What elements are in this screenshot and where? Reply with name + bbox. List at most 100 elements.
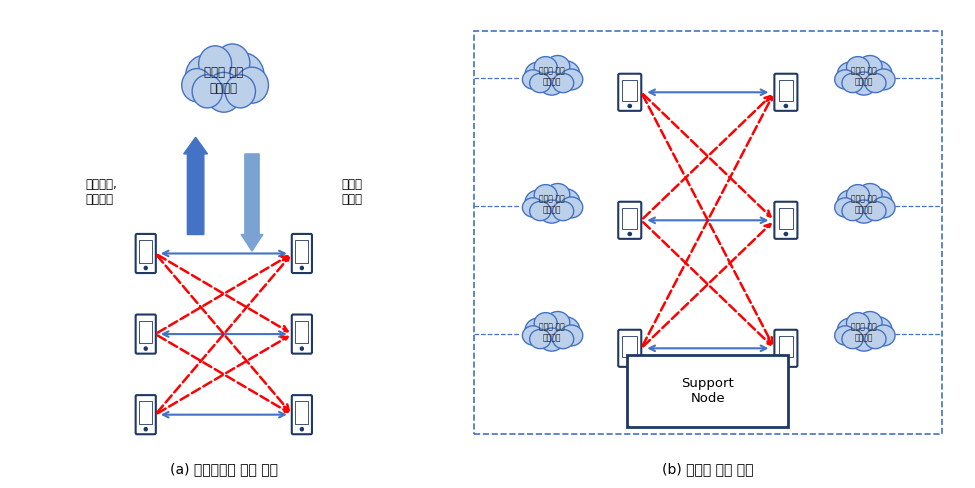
Circle shape: [560, 69, 583, 90]
Circle shape: [847, 63, 880, 93]
Circle shape: [847, 191, 880, 221]
FancyBboxPatch shape: [618, 202, 642, 239]
Circle shape: [842, 202, 863, 221]
Circle shape: [546, 56, 569, 78]
Circle shape: [628, 361, 632, 364]
Circle shape: [865, 202, 886, 221]
FancyBboxPatch shape: [774, 202, 798, 239]
FancyBboxPatch shape: [295, 321, 308, 343]
Circle shape: [863, 317, 892, 343]
Text: 딥러닝 학습
네트워크: 딥러닝 학습 네트워크: [539, 195, 565, 215]
Circle shape: [523, 326, 543, 345]
Circle shape: [851, 72, 877, 95]
Circle shape: [181, 69, 213, 102]
Circle shape: [628, 232, 632, 236]
Text: 딥러닝 학습
네트워크: 딥러닝 학습 네트워크: [539, 67, 565, 87]
FancyBboxPatch shape: [774, 74, 798, 111]
Circle shape: [784, 361, 788, 364]
FancyBboxPatch shape: [136, 315, 156, 354]
Circle shape: [144, 347, 147, 350]
FancyBboxPatch shape: [774, 330, 798, 367]
Circle shape: [865, 73, 886, 93]
Text: 딥러닝 학습
네트워크: 딥러닝 학습 네트워크: [851, 323, 877, 343]
Circle shape: [560, 197, 583, 218]
FancyBboxPatch shape: [139, 240, 152, 263]
Text: 송수신
빔포밍: 송수신 빔포밍: [341, 178, 363, 206]
FancyBboxPatch shape: [622, 80, 637, 101]
Circle shape: [835, 198, 856, 217]
Circle shape: [858, 183, 882, 205]
Circle shape: [222, 53, 264, 99]
FancyBboxPatch shape: [139, 321, 152, 343]
FancyBboxPatch shape: [627, 355, 789, 427]
Circle shape: [539, 72, 565, 95]
Circle shape: [185, 55, 223, 96]
Circle shape: [851, 200, 877, 223]
Circle shape: [872, 69, 895, 90]
Circle shape: [858, 311, 882, 333]
Circle shape: [842, 73, 863, 93]
FancyBboxPatch shape: [618, 330, 642, 367]
Circle shape: [529, 329, 551, 348]
Circle shape: [553, 329, 573, 348]
Circle shape: [863, 61, 892, 87]
Circle shape: [784, 104, 788, 107]
Circle shape: [526, 318, 551, 342]
FancyBboxPatch shape: [292, 234, 312, 273]
Circle shape: [534, 57, 557, 78]
Circle shape: [144, 427, 147, 431]
Circle shape: [551, 189, 580, 215]
Circle shape: [539, 328, 565, 351]
Circle shape: [534, 313, 557, 333]
Circle shape: [863, 189, 892, 215]
Circle shape: [535, 319, 568, 349]
FancyBboxPatch shape: [618, 74, 642, 111]
Circle shape: [846, 313, 870, 333]
Text: (b) 분산형 학습 방법: (b) 분산형 학습 방법: [662, 462, 754, 476]
Circle shape: [784, 232, 788, 236]
Circle shape: [192, 75, 222, 108]
FancyBboxPatch shape: [779, 80, 794, 101]
FancyBboxPatch shape: [622, 336, 637, 357]
Circle shape: [300, 266, 303, 270]
Circle shape: [300, 427, 303, 431]
Circle shape: [553, 202, 573, 221]
Circle shape: [847, 319, 880, 349]
Circle shape: [838, 318, 863, 342]
FancyBboxPatch shape: [779, 336, 794, 357]
Circle shape: [535, 191, 568, 221]
Circle shape: [529, 202, 551, 221]
FancyBboxPatch shape: [779, 207, 794, 229]
Circle shape: [526, 190, 551, 214]
Text: Support
Node: Support Node: [682, 377, 734, 405]
Circle shape: [539, 200, 565, 223]
Circle shape: [236, 67, 268, 103]
FancyArrow shape: [183, 137, 208, 235]
Circle shape: [846, 184, 870, 205]
Circle shape: [551, 61, 580, 87]
FancyBboxPatch shape: [295, 240, 308, 263]
Circle shape: [523, 70, 543, 89]
FancyArrow shape: [241, 154, 263, 251]
Circle shape: [523, 198, 543, 217]
Text: 딥러닝 학습
네트워크: 딥러닝 학습 네트워크: [851, 67, 877, 87]
Circle shape: [553, 73, 573, 93]
FancyBboxPatch shape: [622, 207, 637, 229]
FancyBboxPatch shape: [292, 395, 312, 434]
FancyBboxPatch shape: [295, 401, 308, 424]
Circle shape: [846, 57, 870, 78]
Circle shape: [534, 184, 557, 205]
Text: 딥러닝 학습
네트워크: 딥러닝 학습 네트워크: [851, 195, 877, 215]
Circle shape: [546, 311, 569, 333]
Text: 채널정보,
송신파워: 채널정보, 송신파워: [85, 178, 117, 206]
Circle shape: [858, 56, 882, 78]
Circle shape: [838, 190, 863, 214]
Circle shape: [215, 44, 250, 82]
Circle shape: [144, 266, 147, 270]
FancyBboxPatch shape: [136, 234, 156, 273]
Circle shape: [546, 183, 569, 205]
Bar: [474, 31, 942, 434]
Circle shape: [872, 325, 895, 346]
Circle shape: [865, 329, 886, 348]
Circle shape: [842, 329, 863, 348]
